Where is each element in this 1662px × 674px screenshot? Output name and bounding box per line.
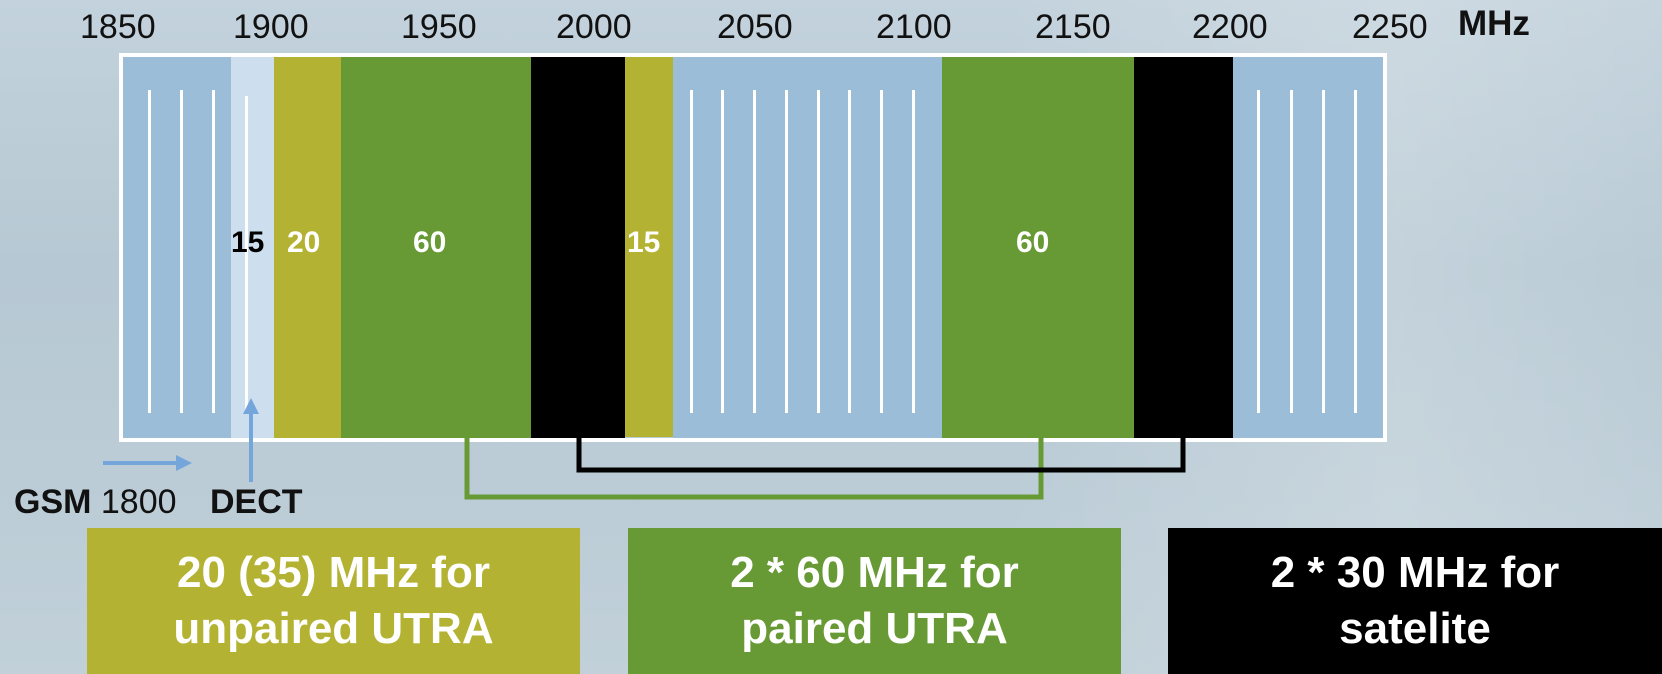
channel-line	[1354, 90, 1357, 413]
legend-line-2: paired UTRA	[741, 604, 1008, 653]
tick-label-2200: 2200	[1192, 8, 1268, 46]
tick-label-1950: 1950	[401, 8, 477, 46]
dect-band	[231, 57, 274, 438]
channel-line	[212, 90, 215, 413]
legend-paired-utra: 2 * 60 MHz for paired UTRA	[628, 528, 1121, 674]
tick-label-2100: 2100	[876, 8, 952, 46]
unpaired-band-low	[274, 57, 341, 438]
channel-line	[753, 90, 756, 413]
paired-low-width-label: 60	[413, 226, 447, 259]
tick-label-2250: 2250	[1352, 8, 1428, 46]
unit-label: MHz	[1458, 4, 1530, 43]
unpaired-band-high	[625, 57, 673, 437]
channel-line	[148, 90, 151, 413]
gsm-label-suffix: 1800	[91, 483, 177, 521]
legend-line-1: 2 * 30 MHz for	[1270, 548, 1560, 597]
paired-band-high	[942, 57, 1134, 438]
dect-channel-line	[245, 96, 248, 413]
satellite-band-low	[531, 57, 625, 438]
unpaired-high-width-label: 15	[627, 226, 661, 259]
dect-width-label: 15	[231, 226, 265, 259]
channel-line	[785, 90, 788, 413]
gsm-label: GSM 1800	[14, 483, 177, 522]
channel-line	[912, 90, 915, 413]
umts-extension-band	[673, 57, 942, 438]
channel-line	[1257, 90, 1260, 413]
channel-line	[880, 90, 883, 413]
channel-line	[848, 90, 851, 413]
channel-line	[817, 90, 820, 413]
channel-line	[180, 90, 183, 413]
legend-line-1: 20 (35) MHz for	[177, 548, 490, 597]
tick-label-1850: 1850	[80, 8, 156, 46]
tick-label-2000: 2000	[556, 8, 632, 46]
legend-line-2: satelite	[1339, 604, 1491, 653]
tick-label-2050: 2050	[717, 8, 793, 46]
unpaired-low-width-label: 20	[287, 226, 321, 259]
gsm-label-bold: GSM	[14, 483, 92, 521]
channel-line	[721, 90, 724, 413]
legend-line-2: unpaired UTRA	[173, 604, 494, 653]
channel-line	[1290, 90, 1293, 413]
legend-satellite: 2 * 30 MHz for satelite	[1168, 528, 1662, 674]
gsm-arrow-icon	[103, 455, 192, 471]
channel-line	[690, 90, 693, 413]
paired-band-low	[341, 57, 531, 438]
satellite-band-high	[1134, 57, 1233, 438]
channel-line	[1322, 90, 1325, 413]
dect-label: DECT	[210, 483, 303, 521]
legend-unpaired-utra: 20 (35) MHz for unpaired UTRA	[87, 528, 580, 674]
legend-line-1: 2 * 60 MHz for	[730, 548, 1019, 597]
tick-label-2150: 2150	[1035, 8, 1111, 46]
paired-high-width-label: 60	[1016, 226, 1050, 259]
tick-label-1900: 1900	[233, 8, 309, 46]
paired-utra-bracket	[464, 438, 1044, 500]
